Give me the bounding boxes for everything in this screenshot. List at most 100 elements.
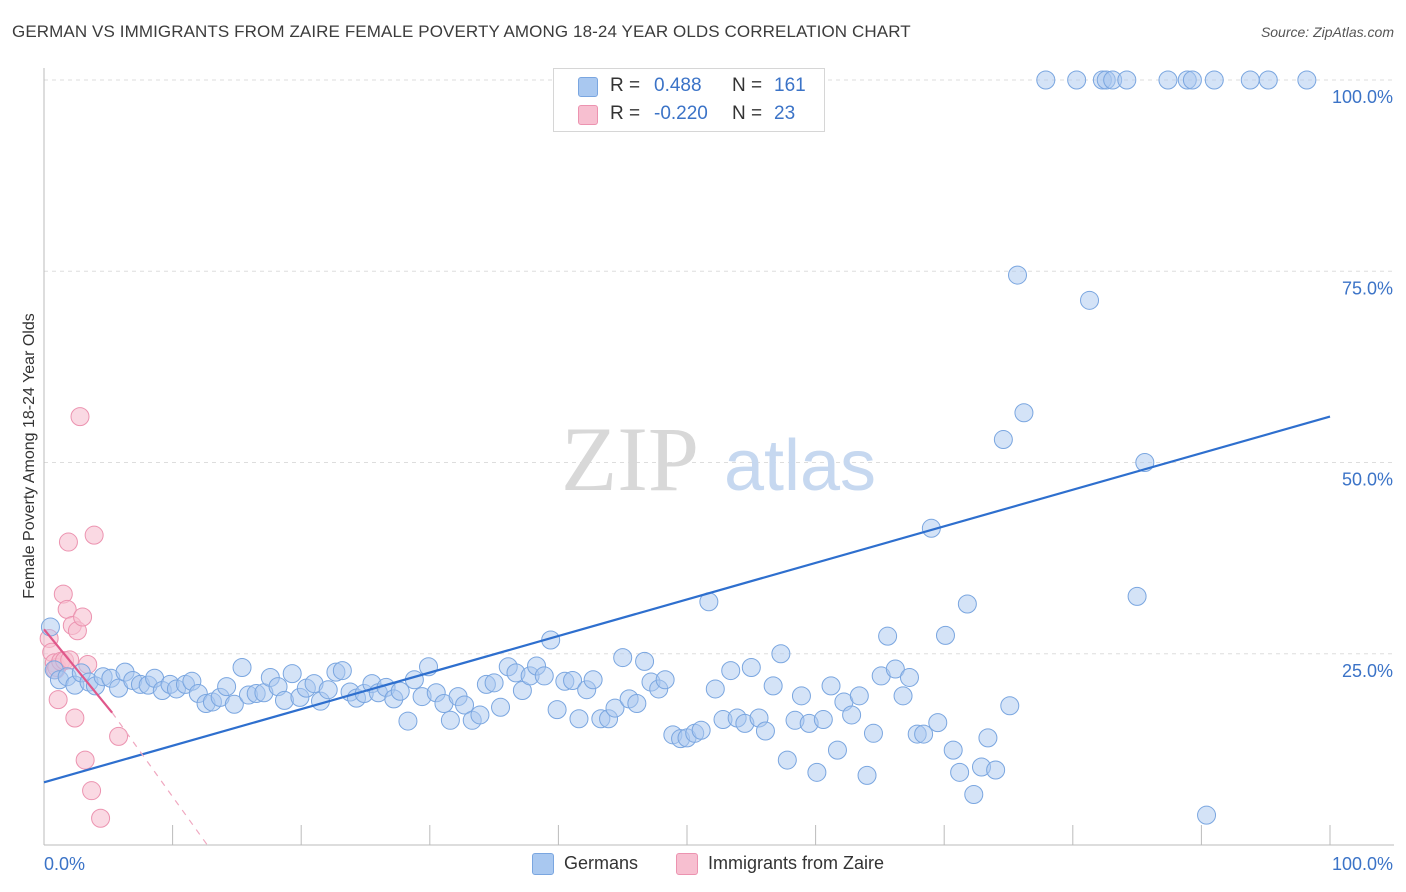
legend-r-value: 0.488	[654, 75, 702, 96]
watermark-zip: ZIP	[561, 408, 699, 510]
data-point	[583, 670, 603, 690]
legend-r-label: R =	[610, 103, 641, 124]
data-point	[48, 690, 68, 710]
gridlines	[44, 79, 1394, 655]
data-point	[282, 664, 302, 684]
data-point	[813, 710, 833, 730]
data-point	[763, 676, 783, 696]
data-point	[827, 740, 847, 760]
data-point	[993, 430, 1013, 450]
correlation-legend: R = 0.488 N = 161 R = -0.220 N = 23	[553, 68, 825, 132]
data-point	[91, 808, 111, 828]
data-point	[635, 651, 655, 671]
data-point	[40, 617, 60, 637]
data-point	[109, 726, 129, 746]
y-tick-label: 100.0%	[1332, 87, 1393, 107]
data-point	[705, 679, 725, 699]
data-point	[893, 686, 913, 706]
data-point	[217, 677, 237, 697]
data-point	[563, 671, 583, 691]
y-tick-label: 25.0%	[1342, 661, 1393, 681]
data-point	[857, 765, 877, 785]
data-point	[82, 781, 102, 801]
data-point	[914, 724, 934, 744]
data-point	[613, 648, 633, 668]
axes	[43, 68, 1394, 846]
data-point	[928, 713, 948, 733]
legend-swatch-zaire	[578, 105, 598, 125]
series-germans-points	[40, 70, 1317, 825]
data-point	[398, 711, 418, 731]
data-point	[1008, 265, 1028, 285]
data-point	[1117, 70, 1137, 90]
watermark-atlas: atlas	[724, 426, 876, 506]
data-point	[470, 705, 490, 725]
data-point	[605, 698, 625, 718]
data-point	[84, 525, 104, 545]
data-point	[318, 680, 338, 700]
legend-r-value: -0.220	[654, 103, 708, 124]
data-point	[655, 670, 675, 690]
bottom-legend-swatch-germans	[532, 853, 554, 875]
legend-n-value: 23	[774, 103, 796, 124]
data-point	[950, 762, 970, 782]
data-point	[878, 626, 898, 646]
y-tick-label: 75.0%	[1342, 278, 1393, 298]
data-point	[440, 710, 460, 730]
data-point	[1240, 70, 1260, 90]
trendline-germans	[43, 415, 1331, 784]
legend-row-zaire: R = -0.220 N = 23	[554, 101, 824, 129]
data-point	[721, 661, 741, 681]
data-point	[547, 700, 567, 720]
bottom-legend-swatch-zaire	[676, 853, 698, 875]
data-point	[1036, 70, 1056, 90]
data-point	[957, 594, 977, 614]
legend-r-label: R =	[610, 75, 641, 96]
data-point	[691, 720, 711, 740]
legend-n-label: N =	[732, 75, 763, 96]
series-zaire-points	[39, 407, 129, 828]
data-point	[1067, 70, 1087, 90]
x-tick-label: 100.0%	[1332, 854, 1393, 874]
data-point	[1014, 403, 1034, 423]
data-point	[274, 690, 294, 710]
data-point	[1158, 70, 1178, 90]
data-point	[1197, 805, 1217, 825]
data-point	[390, 681, 410, 701]
data-point	[232, 658, 252, 678]
data-point	[1204, 70, 1224, 90]
data-point	[964, 785, 984, 805]
data-point	[569, 709, 589, 729]
data-point	[821, 676, 841, 696]
data-point	[534, 666, 554, 686]
tick-labels: 25.0% 50.0% 75.0% 100.0% 0.0% 100.0%	[44, 87, 1393, 874]
legend-swatch-germans	[578, 77, 598, 97]
data-point	[755, 721, 775, 741]
data-point	[807, 762, 827, 782]
data-point	[1258, 70, 1278, 90]
legend-row-germans: R = 0.488 N = 161	[554, 73, 824, 101]
trendlines	[43, 415, 1331, 846]
data-point	[899, 667, 919, 687]
data-point	[943, 740, 963, 760]
data-point	[627, 693, 647, 713]
data-point	[863, 723, 883, 743]
data-point	[791, 686, 811, 706]
data-point	[741, 658, 761, 678]
x-tick-label: 0.0%	[44, 854, 85, 874]
data-point	[1000, 696, 1020, 716]
legend-n-label: N =	[732, 103, 763, 124]
data-point	[935, 625, 955, 645]
data-point	[1080, 290, 1100, 310]
data-point	[842, 705, 862, 725]
data-point	[224, 694, 244, 714]
data-point	[75, 750, 95, 770]
data-point	[885, 659, 905, 679]
data-point	[1297, 70, 1317, 90]
trendline-zaire-extension	[111, 712, 208, 846]
data-point	[73, 607, 93, 627]
data-point	[65, 708, 85, 728]
data-point	[455, 695, 475, 715]
data-point	[978, 728, 998, 748]
data-point	[849, 686, 869, 706]
